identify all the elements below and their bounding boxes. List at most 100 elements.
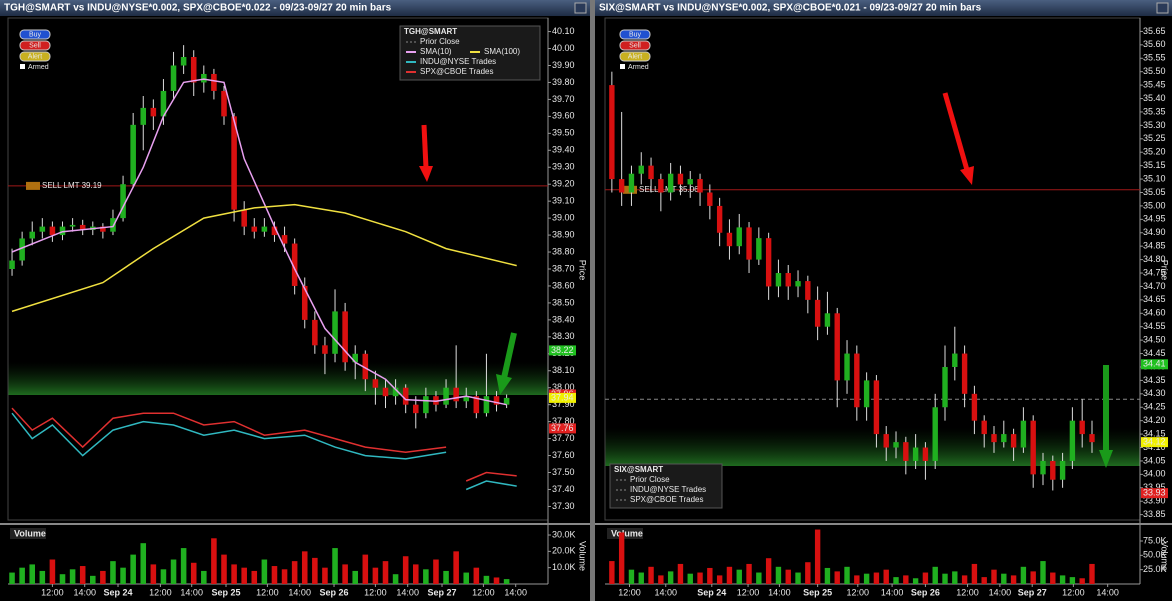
y-tick-label: 34.20 (1143, 415, 1166, 425)
y-tick-label: 39.00 (552, 212, 575, 222)
volume-bar (981, 577, 987, 584)
candle-body (1079, 420, 1085, 435)
candle-body (221, 90, 227, 117)
arrow (501, 332, 517, 379)
volume-bar (281, 569, 288, 584)
y-tick-label: 39.20 (552, 179, 575, 189)
x-tick-label: 12:00 (149, 587, 172, 597)
x-tick-label: 14:00 (1096, 587, 1119, 597)
candle-body (883, 434, 889, 448)
candle-body (372, 379, 379, 388)
volume-bar (332, 548, 338, 584)
order-button[interactable] (619, 29, 651, 40)
volume-bar (805, 562, 811, 584)
close-button[interactable] (1156, 2, 1169, 14)
x-tick-label: Sep 26 (911, 587, 940, 597)
legend-entry: INDU@NYSE Trades (630, 485, 706, 494)
title-bar (595, 0, 1172, 16)
x-tick-label: 14:00 (396, 587, 419, 597)
y-tick-label: 34.80 (1143, 254, 1166, 264)
volume-tick-label: 30.0K (552, 529, 576, 539)
axis-title: Volume (578, 541, 588, 571)
candle-body (69, 224, 76, 227)
volume-bar (473, 567, 480, 584)
y-tick-label: 35.25 (1143, 133, 1166, 143)
y-tick-label: 40.10 (552, 26, 575, 36)
candle-body (942, 366, 948, 408)
volume-bar (362, 554, 369, 584)
x-tick-label: Sep 27 (428, 587, 457, 597)
volume-bar (932, 566, 938, 584)
volume-bar (160, 569, 167, 584)
volume-bar (795, 572, 801, 584)
y-tick-label: 37.50 (552, 467, 575, 477)
candle-body (463, 396, 470, 402)
y-tick-label: 37.80 (552, 416, 575, 426)
order-button-label[interactable]: Sell (29, 42, 41, 49)
axis-title: Volume (1160, 541, 1170, 571)
y-tick-label: 38.40 (552, 314, 575, 324)
volume-bar (618, 532, 625, 584)
order-button-label[interactable]: Alert (628, 53, 642, 60)
candle-body (814, 299, 821, 327)
volume-bar (775, 566, 782, 584)
volume-tick-label: 50.0K (1143, 550, 1167, 560)
splitter[interactable] (590, 0, 595, 601)
order-button[interactable] (619, 40, 651, 51)
volume-bar (39, 570, 46, 584)
order-button-label[interactable]: Alert (28, 53, 42, 60)
price-tag (549, 392, 576, 403)
y-tick-label: 35.15 (1143, 160, 1166, 170)
volume-bar (19, 567, 25, 584)
price-tag (549, 345, 576, 356)
x-tick-label: 14:00 (881, 587, 904, 597)
legend-title: TGH@SMART (404, 27, 457, 36)
order-button[interactable] (19, 29, 51, 40)
volume-bar (100, 570, 106, 584)
candle-body (342, 311, 348, 363)
order-button-label[interactable]: Buy (629, 31, 642, 38)
order-button[interactable] (619, 51, 651, 62)
candle-body (736, 227, 742, 247)
volume-bar (814, 529, 821, 584)
candle-body (903, 442, 909, 461)
order-button[interactable] (19, 40, 51, 51)
armed-checkbox[interactable] (20, 64, 25, 69)
order-button[interactable] (19, 51, 51, 62)
candle-body (453, 387, 459, 402)
x-tick-label: 12:00 (256, 587, 279, 597)
volume-bar (493, 577, 500, 584)
candle-body (29, 231, 35, 239)
volume-bar (628, 569, 635, 584)
candle-body (638, 165, 644, 174)
candle-body (854, 353, 860, 408)
y-tick-label: 34.65 (1143, 294, 1166, 304)
close-button[interactable] (574, 2, 587, 14)
y-tick-label: 38.10 (552, 365, 575, 375)
volume-bar (873, 572, 880, 584)
volume-bar (844, 566, 850, 584)
volume-bar (883, 569, 889, 584)
y-tick-label: 34.15 (1143, 428, 1166, 438)
y-tick-label: 34.25 (1143, 402, 1166, 412)
order-button-label[interactable]: Sell (629, 42, 641, 49)
candle-body (961, 353, 968, 394)
y-tick-label: 35.05 (1143, 187, 1166, 197)
price-tag-label: 37.94 (551, 392, 574, 402)
y-tick-label: 33.85 (1143, 509, 1166, 519)
x-tick-label: Sep 25 (803, 587, 832, 597)
candle-body (39, 226, 46, 232)
y-tick-label: 35.20 (1143, 147, 1166, 157)
y-tick-label: 35.30 (1143, 120, 1166, 130)
order-button-label[interactable]: Buy (29, 31, 42, 38)
volume-bar (1010, 575, 1017, 584)
y-tick-label: 37.30 (552, 501, 575, 511)
y-tick-label: 40.00 (552, 43, 575, 53)
x-tick-label: 12:00 (364, 587, 387, 597)
volume-bar (90, 575, 96, 584)
axis-title: Price (1160, 260, 1170, 281)
volume-bar (59, 574, 66, 584)
armed-checkbox[interactable] (620, 64, 625, 69)
volume-bar (433, 559, 439, 584)
candle-body (59, 226, 66, 236)
